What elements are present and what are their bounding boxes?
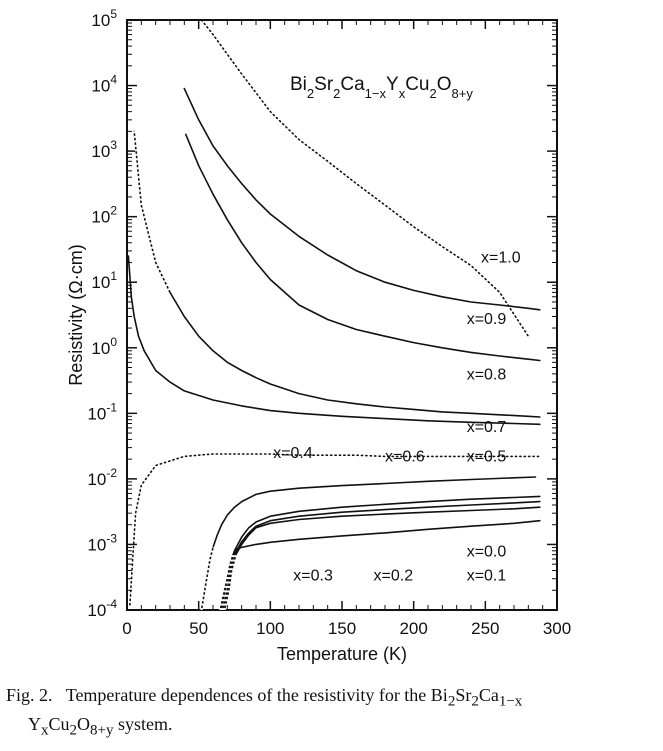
x-tick-label: 200 xyxy=(399,619,427,638)
series-line-x-0-5 xyxy=(129,453,541,606)
series-dotted-head xyxy=(221,554,236,610)
series-line-x-1-0 xyxy=(200,20,530,338)
series-line-x-0-8 xyxy=(185,133,541,362)
y-tick-label: 10-1 xyxy=(87,400,117,423)
series-label: x=0.7 xyxy=(467,419,507,436)
series-label: x=0.9 xyxy=(467,311,507,328)
series-label: x=0.6 xyxy=(385,448,425,465)
resistivity-chart: 0 50 100 150 200 250 300 10-410-310-210-110010… xyxy=(66,7,571,664)
y-axis-title: Resistivity (Ω·cm) xyxy=(66,244,86,385)
x-tick-label: 50 xyxy=(189,619,208,638)
x-tick-label: 150 xyxy=(328,619,356,638)
caption-prefix: Fig. 2. xyxy=(6,685,53,705)
series-label: x=0.8 xyxy=(467,366,507,383)
series-layer xyxy=(127,20,541,610)
series-line-x-0-4 xyxy=(200,476,537,610)
series-line-x-0-1 xyxy=(220,519,541,610)
caption-line-2: YxCu2O8+y system. xyxy=(28,713,173,739)
x-tick-label: 100 xyxy=(256,619,284,638)
series-dotted-head xyxy=(200,547,215,610)
figure-caption: Fig. 2. Temperature dependences of the r… xyxy=(6,684,656,741)
y-tick-label: 10-2 xyxy=(87,466,117,489)
series-label: x=0.4 xyxy=(273,445,313,462)
series-dotted-head xyxy=(223,554,237,610)
series-dotted-head xyxy=(133,131,171,293)
series-label: x=0.0 xyxy=(467,543,507,560)
series-line-x-0-9 xyxy=(183,87,541,311)
x-axis: 0 50 100 150 200 250 300 xyxy=(122,20,571,638)
series-labels: x=1.0 x=0.9 x=0.8 x=0.7 x=0.6 x=0.5 x=0.4 x=0.3… xyxy=(273,249,521,584)
series-label: x=0.5 xyxy=(467,448,507,465)
x-tick-label: 300 xyxy=(543,619,571,638)
y-axis: 10-4 10-3 10-2 10-1 100 101 102 103 104 105 xyxy=(87,7,557,620)
series-label: x=0.2 xyxy=(374,568,414,585)
y-tick-label: 102 xyxy=(91,204,117,227)
chart-formula-title: Bi2Sr2Ca1−xYxCu2O8+y xyxy=(290,74,473,101)
caption-line-1: Fig. 2. Temperature dependences of the r… xyxy=(6,685,523,710)
y-tick-label: 10-4 xyxy=(87,597,117,620)
y-tick-label: 101 xyxy=(91,269,117,292)
series-line-x-0-7 xyxy=(133,130,541,418)
y-tick-label: 100 xyxy=(91,335,117,358)
x-tick-label: 250 xyxy=(471,619,499,638)
y-tick-label: 105 xyxy=(91,7,117,30)
series-label: x=0.3 xyxy=(293,568,333,585)
y-tick-label: 10-3 xyxy=(87,531,117,554)
y-tick-label: 103 xyxy=(91,138,117,161)
series-label: x=0.1 xyxy=(467,568,507,585)
series-line-x-0-6 xyxy=(127,255,541,426)
series-label: x=1.0 xyxy=(481,249,521,266)
x-tick-label: 0 xyxy=(122,619,131,638)
x-axis-title: Temperature (K) xyxy=(277,644,407,664)
y-tick-label: 104 xyxy=(91,73,117,96)
